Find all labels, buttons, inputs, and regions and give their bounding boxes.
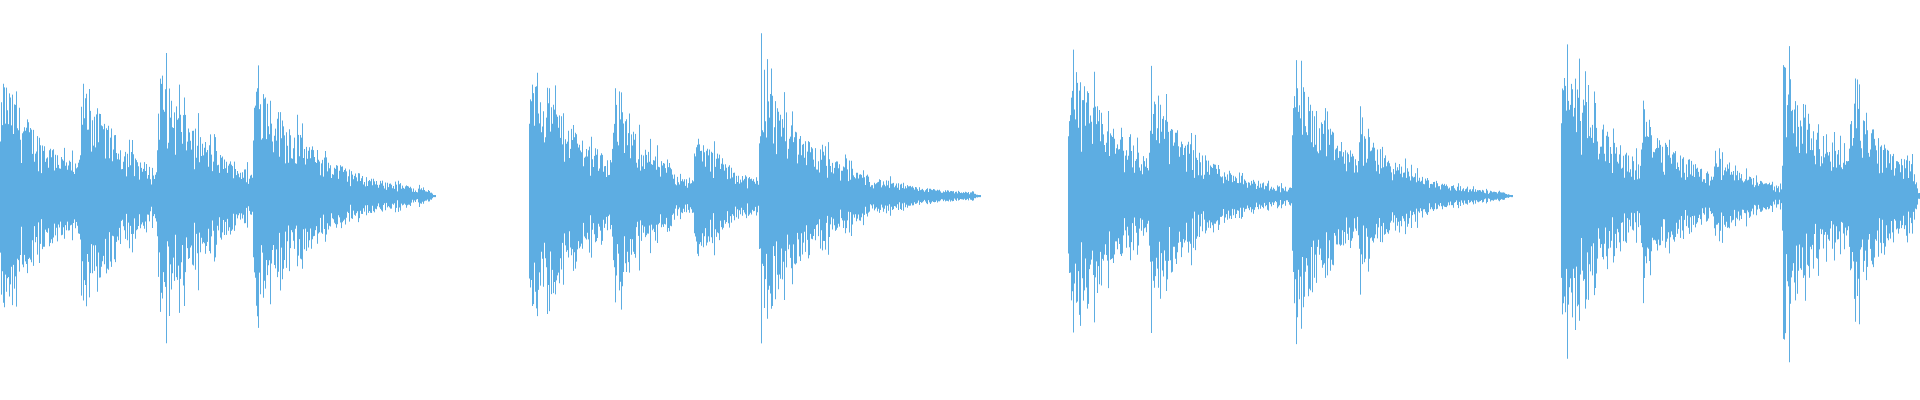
waveform-bars (529, 33, 981, 344)
waveform-segment-2 (529, 33, 981, 344)
waveform-segment-4 (1561, 44, 1920, 363)
waveform-bars (0, 53, 436, 344)
waveform-bars (1068, 49, 1513, 345)
waveform-segment-3 (1068, 49, 1513, 345)
waveform-bars (1561, 44, 1920, 363)
waveform-segment-1 (0, 53, 436, 344)
